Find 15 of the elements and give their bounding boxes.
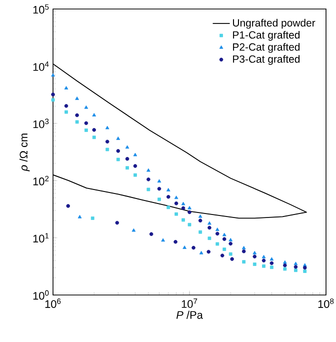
legend-label: Ungrafted powder	[233, 18, 316, 29]
y-tick-label: 10$^{2}$	[33, 176, 49, 186]
y-tick-label: 10$^{3}$	[33, 118, 49, 128]
y-tick-label: 10$^{5}$	[33, 4, 49, 14]
x-axis-title: P /Pa	[176, 310, 203, 319]
legend-label: P2-Cat grafted	[233, 43, 300, 53]
y-tick-label: 10$^{4}$	[33, 62, 49, 71]
x-tick-label: 10$^{6}$	[45, 298, 61, 308]
x-tick-label: 10$^{7}$	[182, 298, 198, 308]
y-tick-label: 10$^{1}$	[33, 233, 49, 242]
y-tick-label: 10$^{0}$	[33, 290, 49, 300]
legend-label: P3-Cat grafted	[233, 55, 300, 65]
x-tick-label: 10$^{8}$	[318, 298, 334, 308]
y-axis-title: ρ /Ω cm	[19, 134, 30, 172]
legend-label: P1-Cat grafted	[233, 30, 300, 41]
